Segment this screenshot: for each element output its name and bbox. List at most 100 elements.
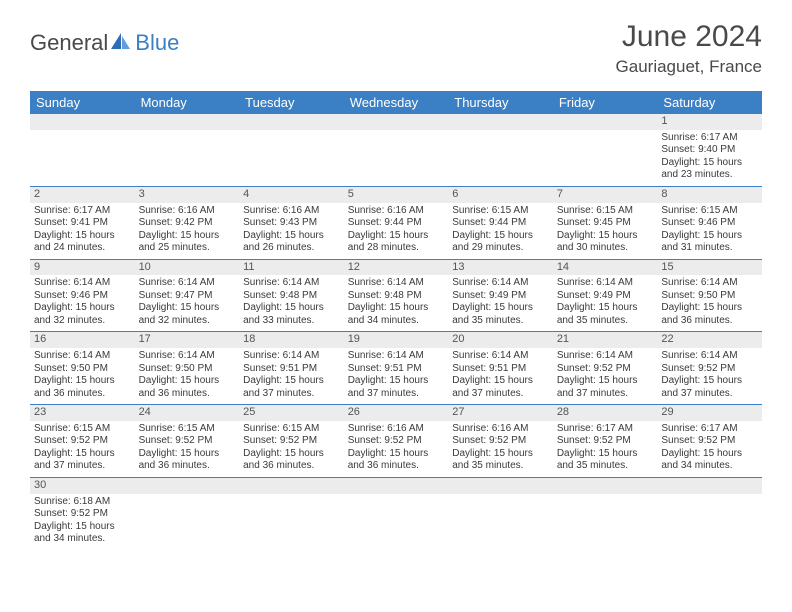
day-number [448, 478, 553, 494]
cell-day2: and 36 minutes. [348, 460, 445, 473]
day-number: 14 [553, 260, 658, 276]
cell-day2: and 35 minutes. [557, 315, 654, 328]
cell-sunset: Sunset: 9:52 PM [661, 435, 758, 448]
cell-sunset: Sunset: 9:40 PM [661, 144, 758, 157]
cell-sunset: Sunset: 9:49 PM [557, 290, 654, 303]
cell-sunrise: Sunrise: 6:14 AM [348, 350, 445, 363]
cell-sunset: Sunset: 9:42 PM [139, 217, 236, 230]
cell-sunset: Sunset: 9:51 PM [348, 363, 445, 376]
calendar-cell-empty [239, 477, 344, 549]
cell-sunset: Sunset: 9:45 PM [557, 217, 654, 230]
cell-day1: Daylight: 15 hours [661, 157, 758, 170]
cell-sunrise: Sunrise: 6:14 AM [243, 350, 340, 363]
calendar-cell-empty [344, 477, 449, 549]
cell-sunset: Sunset: 9:47 PM [139, 290, 236, 303]
cell-sunset: Sunset: 9:51 PM [452, 363, 549, 376]
cell-day1: Daylight: 15 hours [557, 302, 654, 315]
cell-day1: Daylight: 15 hours [661, 302, 758, 315]
day-number: 4 [239, 187, 344, 203]
calendar-cell: 7Sunrise: 6:15 AMSunset: 9:45 PMDaylight… [553, 186, 658, 259]
day-number: 26 [344, 405, 449, 421]
day-number: 6 [448, 187, 553, 203]
cell-day2: and 34 minutes. [34, 533, 131, 546]
calendar-cell-empty [553, 114, 658, 186]
day-number: 18 [239, 332, 344, 348]
calendar-cell: 22Sunrise: 6:14 AMSunset: 9:52 PMDayligh… [657, 332, 762, 405]
cell-sunrise: Sunrise: 6:15 AM [139, 423, 236, 436]
logo: General Blue [30, 30, 179, 56]
cell-day1: Daylight: 15 hours [243, 375, 340, 388]
cell-sunrise: Sunrise: 6:14 AM [348, 277, 445, 290]
day-header: Wednesday [344, 91, 449, 114]
calendar-cell-empty [30, 114, 135, 186]
day-number [135, 478, 240, 494]
cell-day2: and 37 minutes. [661, 388, 758, 401]
calendar-cell: 13Sunrise: 6:14 AMSunset: 9:49 PMDayligh… [448, 259, 553, 332]
calendar-cell-empty [135, 477, 240, 549]
cell-day2: and 31 minutes. [661, 242, 758, 255]
week-row: 30Sunrise: 6:18 AMSunset: 9:52 PMDayligh… [30, 477, 762, 549]
cell-sunrise: Sunrise: 6:16 AM [139, 205, 236, 218]
calendar-cell: 14Sunrise: 6:14 AMSunset: 9:49 PMDayligh… [553, 259, 658, 332]
calendar-cell: 6Sunrise: 6:15 AMSunset: 9:44 PMDaylight… [448, 186, 553, 259]
cell-day2: and 29 minutes. [452, 242, 549, 255]
cell-day1: Daylight: 15 hours [34, 521, 131, 534]
calendar-cell: 29Sunrise: 6:17 AMSunset: 9:52 PMDayligh… [657, 405, 762, 478]
cell-day1: Daylight: 15 hours [243, 448, 340, 461]
cell-sunset: Sunset: 9:51 PM [243, 363, 340, 376]
cell-day1: Daylight: 15 hours [557, 230, 654, 243]
cell-sunrise: Sunrise: 6:15 AM [661, 205, 758, 218]
calendar-cell: 27Sunrise: 6:16 AMSunset: 9:52 PMDayligh… [448, 405, 553, 478]
day-number: 25 [239, 405, 344, 421]
cell-sunset: Sunset: 9:44 PM [348, 217, 445, 230]
title-block: June 2024 Gauriaguet, France [616, 20, 762, 77]
calendar-cell: 23Sunrise: 6:15 AMSunset: 9:52 PMDayligh… [30, 405, 135, 478]
cell-sunrise: Sunrise: 6:14 AM [139, 277, 236, 290]
cell-sunset: Sunset: 9:52 PM [243, 435, 340, 448]
cell-day2: and 24 minutes. [34, 242, 131, 255]
cell-day2: and 37 minutes. [34, 460, 131, 473]
calendar-cell-empty [239, 114, 344, 186]
cell-day2: and 37 minutes. [557, 388, 654, 401]
cell-day1: Daylight: 15 hours [452, 448, 549, 461]
day-number: 10 [135, 260, 240, 276]
calendar-cell-empty [448, 477, 553, 549]
cell-sunrise: Sunrise: 6:14 AM [243, 277, 340, 290]
header: General Blue June 2024 Gauriaguet, Franc… [0, 0, 792, 85]
day-header: Tuesday [239, 91, 344, 114]
cell-day2: and 36 minutes. [34, 388, 131, 401]
day-number: 8 [657, 187, 762, 203]
cell-day2: and 37 minutes. [348, 388, 445, 401]
cell-sunset: Sunset: 9:52 PM [661, 363, 758, 376]
cell-day1: Daylight: 15 hours [661, 375, 758, 388]
cell-day1: Daylight: 15 hours [139, 448, 236, 461]
cell-day1: Daylight: 15 hours [452, 230, 549, 243]
calendar-cell: 21Sunrise: 6:14 AMSunset: 9:52 PMDayligh… [553, 332, 658, 405]
cell-sunrise: Sunrise: 6:16 AM [452, 423, 549, 436]
cell-sunset: Sunset: 9:50 PM [139, 363, 236, 376]
cell-sunrise: Sunrise: 6:15 AM [34, 423, 131, 436]
week-row: 23Sunrise: 6:15 AMSunset: 9:52 PMDayligh… [30, 405, 762, 478]
calendar-cell: 25Sunrise: 6:15 AMSunset: 9:52 PMDayligh… [239, 405, 344, 478]
day-number [553, 478, 658, 494]
cell-day2: and 37 minutes. [452, 388, 549, 401]
cell-sunset: Sunset: 9:52 PM [34, 435, 131, 448]
calendar-cell: 8Sunrise: 6:15 AMSunset: 9:46 PMDaylight… [657, 186, 762, 259]
calendar-cell: 3Sunrise: 6:16 AMSunset: 9:42 PMDaylight… [135, 186, 240, 259]
month-title: June 2024 [616, 20, 762, 54]
cell-day2: and 36 minutes. [139, 388, 236, 401]
week-row: 1Sunrise: 6:17 AMSunset: 9:40 PMDaylight… [30, 114, 762, 186]
cell-day2: and 23 minutes. [661, 169, 758, 182]
day-number: 24 [135, 405, 240, 421]
logo-text-general: General [30, 30, 108, 56]
logo-sail-icon [110, 31, 132, 56]
cell-day2: and 32 minutes. [139, 315, 236, 328]
cell-day2: and 28 minutes. [348, 242, 445, 255]
cell-sunrise: Sunrise: 6:14 AM [139, 350, 236, 363]
day-number [344, 478, 449, 494]
cell-day1: Daylight: 15 hours [557, 375, 654, 388]
calendar-cell-empty [553, 477, 658, 549]
cell-day1: Daylight: 15 hours [348, 448, 445, 461]
cell-sunrise: Sunrise: 6:17 AM [661, 423, 758, 436]
day-number: 13 [448, 260, 553, 276]
